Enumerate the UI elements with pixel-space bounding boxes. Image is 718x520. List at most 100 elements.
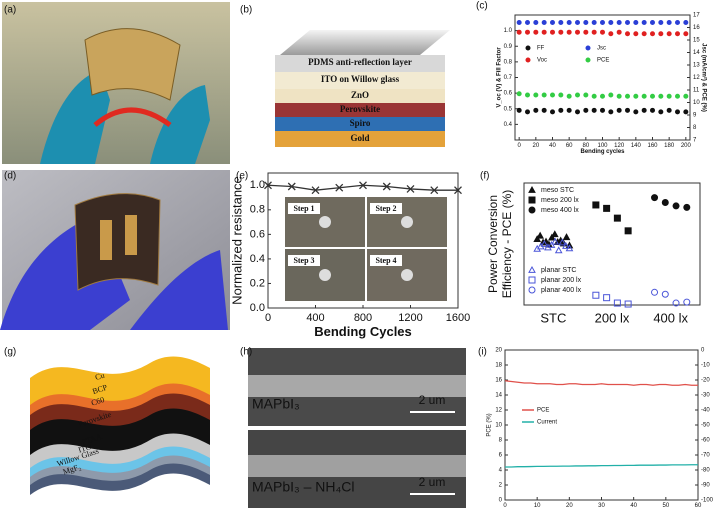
marker — [454, 186, 462, 195]
marker — [613, 299, 621, 307]
step-box — [288, 255, 320, 266]
marker — [533, 235, 542, 243]
marker — [575, 29, 580, 35]
x-tick-label: 80 — [582, 143, 589, 149]
y-axis-label: Normalized resistance — [229, 176, 244, 305]
marker — [625, 93, 630, 99]
marker — [550, 92, 555, 98]
step-label: Step 3 — [293, 256, 314, 265]
marker — [600, 93, 605, 99]
y-tick-label: 1.0 — [504, 28, 513, 34]
marker — [650, 107, 655, 113]
marker — [616, 20, 622, 25]
y2-tick-label: -100 — [701, 498, 714, 504]
marker — [683, 93, 689, 99]
scale-bar-label: 2 um — [419, 393, 446, 407]
step-box — [370, 255, 402, 266]
layer-label: PDMS anti-reflection layer — [308, 57, 412, 67]
marker — [658, 93, 664, 99]
y2-tick-label: 7 — [693, 138, 697, 144]
marker — [566, 93, 572, 99]
marker — [641, 20, 647, 25]
marker — [382, 182, 391, 191]
marker — [525, 29, 530, 35]
marker — [616, 29, 622, 35]
marker — [541, 92, 547, 98]
legend-swatch — [525, 57, 531, 63]
panel-label: (e) — [236, 171, 248, 182]
marker — [600, 29, 605, 35]
marker — [565, 244, 574, 252]
marker — [547, 240, 556, 248]
layer-label: ZnO — [351, 90, 369, 100]
x-tick-label: 200 lx — [595, 310, 630, 325]
y-tick-label: 1.0 — [250, 179, 265, 191]
y-tick-label: 20 — [495, 348, 502, 354]
y2-tick-label: 10 — [693, 100, 700, 106]
step-label: Step 4 — [375, 256, 396, 265]
layer-label: ITO — [77, 442, 93, 455]
legend-label: planar 400 lx — [541, 287, 582, 294]
marker — [516, 107, 522, 113]
marker — [603, 204, 611, 212]
marker — [566, 29, 572, 35]
x-tick-label: 40 — [630, 503, 637, 509]
marker — [683, 20, 689, 25]
y2-axis-label: Jsc (mA/cm²) & PCE (%) — [700, 43, 707, 112]
marker — [608, 31, 614, 37]
legend-label: FF — [537, 46, 545, 52]
y2-tick-label: -50 — [701, 423, 710, 429]
sem-label: MAPbI₃ – NH₄Cl — [252, 479, 354, 495]
marker — [533, 20, 539, 25]
marker — [658, 109, 664, 115]
layer-label: ITO on Willow glass — [321, 74, 400, 84]
marker — [311, 186, 320, 195]
x-tick-label: 0 — [517, 143, 521, 149]
y2-tick-label: -90 — [701, 483, 710, 489]
y2-tick-label: -40 — [701, 408, 710, 414]
marker — [683, 31, 689, 37]
y-tick-label: 14 — [495, 393, 502, 399]
marker — [666, 107, 672, 113]
marker — [550, 20, 555, 25]
y2-tick-label: -60 — [701, 438, 710, 444]
marker — [603, 294, 611, 302]
marker — [658, 20, 664, 25]
marker — [624, 227, 632, 235]
marker — [541, 29, 547, 35]
marker — [683, 109, 689, 115]
legend-label: planar STC — [541, 267, 576, 274]
panel-label: (i) — [478, 347, 487, 358]
y2-tick-label: 8 — [693, 125, 697, 131]
marker — [616, 107, 622, 113]
legend-swatch — [528, 185, 536, 193]
marker — [661, 199, 669, 207]
marker — [287, 182, 296, 191]
marker — [575, 20, 580, 25]
y2-tick-label: -80 — [701, 468, 710, 474]
legend-swatch — [585, 57, 591, 63]
marker — [540, 239, 549, 247]
legend-label: meso STC — [541, 187, 574, 194]
step-box — [288, 203, 320, 214]
y2-tick-label: 11 — [693, 88, 700, 94]
marker — [558, 238, 567, 246]
x-tick-label: 50 — [662, 503, 669, 509]
marker — [516, 91, 522, 97]
x-tick-label: 20 — [532, 143, 539, 149]
marker — [666, 93, 672, 99]
y-axis-label: Efficiency - PCE (%) — [500, 190, 514, 298]
marker — [672, 202, 680, 210]
marker — [359, 181, 367, 190]
marker — [583, 107, 589, 113]
marker — [583, 20, 589, 25]
panel-label: (h) — [240, 347, 252, 358]
marker — [613, 214, 621, 222]
marker — [264, 181, 272, 190]
inset-photo-e — [285, 197, 447, 301]
marker — [575, 92, 580, 98]
legend-label: PCE — [597, 58, 609, 64]
panel-label: (b) — [240, 5, 252, 16]
legend-swatch — [585, 45, 591, 51]
y2-tick-label: 17 — [693, 13, 700, 19]
